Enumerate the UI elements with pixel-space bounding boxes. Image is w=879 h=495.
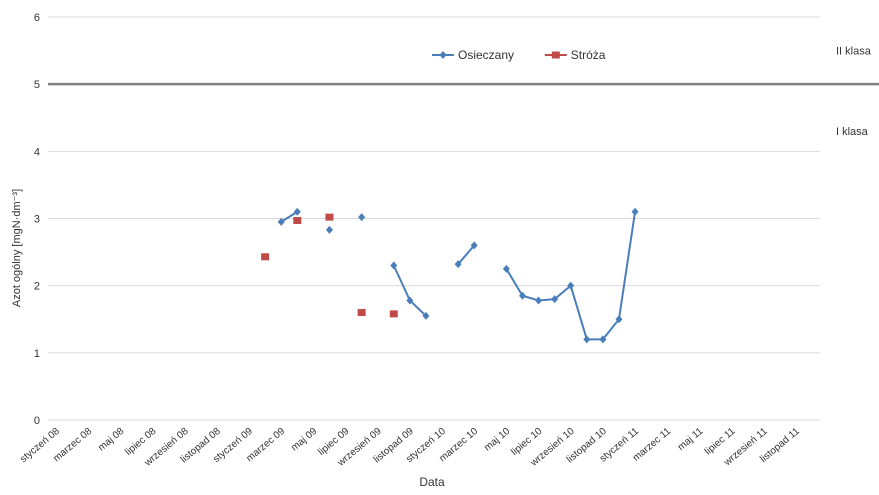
gridlines [48, 16, 820, 421]
y-tick-label: 1 [34, 348, 40, 360]
legend-label: Osieczany [458, 48, 514, 62]
y-axis-title: Azot ogólny [mgN·dm⁻³] [11, 189, 23, 307]
data-point [422, 311, 430, 320]
data-point [406, 296, 414, 305]
data-point [357, 309, 366, 317]
data-point [615, 315, 623, 324]
data-point [358, 213, 366, 222]
y-tick-label: 0 [34, 415, 40, 427]
series-line [457, 244, 475, 265]
data-point [518, 291, 526, 300]
legend-marker [439, 51, 447, 59]
x-tick-label: maj 11 [676, 426, 706, 454]
data-point [599, 335, 607, 344]
series [261, 207, 639, 344]
data-point [325, 213, 334, 221]
legend-item: Osieczany [432, 48, 514, 62]
y-tick-label: 6 [34, 12, 40, 24]
series-osieczany [277, 207, 639, 344]
data-point [567, 281, 575, 290]
y-tick-label: 2 [34, 281, 40, 293]
data-point [583, 335, 591, 344]
data-point [293, 217, 302, 225]
y-tick-label: 4 [34, 146, 40, 158]
series-line [505, 211, 637, 341]
data-point [390, 261, 398, 270]
data-point [293, 207, 301, 216]
data-point [631, 207, 639, 216]
data-point [551, 295, 559, 304]
y-tick-label: 5 [34, 79, 40, 91]
legend-item: Stróża [544, 48, 606, 62]
data-point [502, 264, 510, 273]
annotations: II klasa I klasa [836, 46, 872, 139]
data-point [325, 225, 333, 234]
data-point [470, 241, 478, 250]
data-point [277, 217, 285, 226]
legend-label: Stróża [571, 48, 606, 62]
data-point [535, 296, 543, 305]
class-label: I klasa [836, 126, 869, 138]
x-axis-title: Data [419, 475, 445, 489]
legend: Osieczany Stróża [432, 48, 606, 62]
series-stróża [261, 213, 398, 318]
y-tick-label: 3 [34, 214, 40, 226]
y-axis: 0 1 2 3 4 5 6 [34, 12, 40, 427]
series-line [392, 265, 427, 317]
series-line [280, 210, 298, 223]
class-label: II klasa [836, 46, 872, 58]
legend-marker [551, 51, 560, 59]
data-point [389, 310, 398, 318]
data-point [261, 253, 270, 261]
data-point [454, 260, 462, 269]
